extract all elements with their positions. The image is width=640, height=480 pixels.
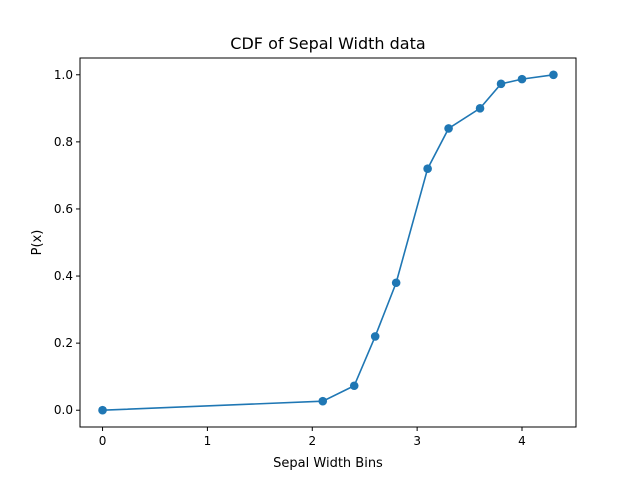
x-tick-label: 1 <box>204 434 212 448</box>
y-tick-label: 0.8 <box>54 135 73 149</box>
y-axis-label: P(x) <box>30 230 45 256</box>
y-tick-label: 0.6 <box>54 202 73 216</box>
data-point <box>349 381 359 391</box>
y-tick-label: 1.0 <box>54 68 73 82</box>
data-point <box>496 79 506 89</box>
cdf-line <box>102 73 554 412</box>
x-tick-label: 4 <box>518 434 526 448</box>
y-tick-label: 0.4 <box>54 269 73 283</box>
data-point <box>98 405 107 415</box>
data-point <box>517 74 527 84</box>
x-tick-label: 2 <box>308 434 316 448</box>
x-tick-label: 0 <box>99 434 107 448</box>
x-axis-label: Sepal Width Bins <box>273 456 383 471</box>
data-point <box>475 104 485 113</box>
data-point <box>370 332 380 341</box>
y-axis: 0.0 0.2 0.4 0.6 0.8 1.0 <box>54 68 80 417</box>
chart-title: CDF of Sepal Width data <box>230 34 425 53</box>
x-tick-label: 3 <box>413 434 421 448</box>
y-tick-label: 0.2 <box>54 336 73 350</box>
x-axis: 0 1 2 3 4 <box>99 427 526 448</box>
plot-area <box>98 70 558 415</box>
data-point <box>444 124 453 133</box>
data-point <box>423 164 432 173</box>
data-point <box>549 70 558 80</box>
data-point <box>391 278 401 288</box>
data-point <box>318 396 328 406</box>
axes-frame <box>79 57 577 428</box>
y-tick-label: 0.0 <box>54 403 73 417</box>
